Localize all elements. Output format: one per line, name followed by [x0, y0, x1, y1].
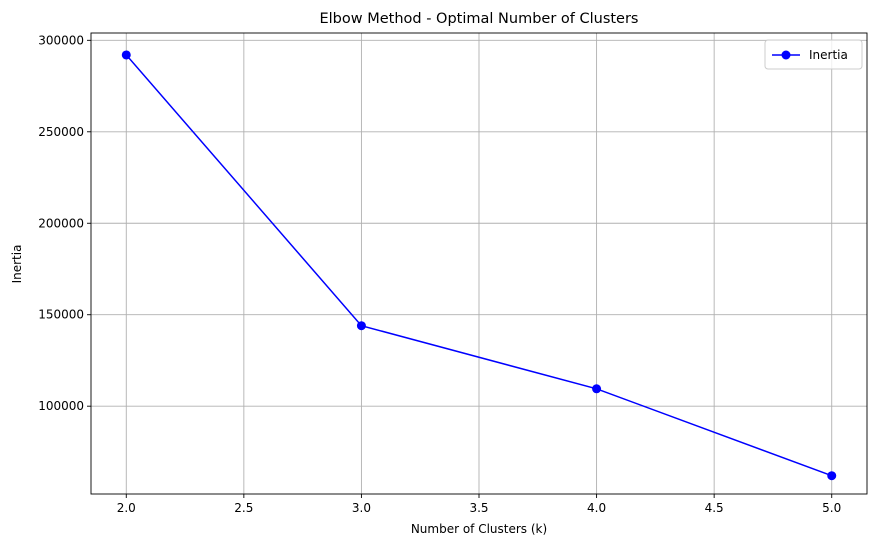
legend-box [764, 39, 863, 70]
data-point-inertia [827, 471, 837, 481]
y-tick-label: 300000 [38, 33, 84, 47]
x-axis-label: Number of Clusters (k) [411, 522, 547, 536]
x-gridlines [125, 33, 833, 494]
chart-title: Elbow Method - Optimal Number of Cluster… [319, 11, 638, 27]
y-gridlines [91, 39, 867, 407]
y-axis-label: Inertia [10, 245, 24, 284]
x-tick-label: 5.0 [822, 501, 841, 515]
legend: Inertia [764, 39, 863, 70]
y-axis-ticks: 100000 150000 200000 250000 300000 [38, 33, 91, 413]
x-axis-ticks: 2.0 2.5 3.0 3.5 4.0 4.5 5.0 [117, 494, 841, 515]
series-layer [121, 50, 837, 481]
x-tick-label: 3.5 [469, 501, 488, 515]
legend-marker-swatch [781, 50, 791, 60]
x-tick-label: 4.5 [705, 501, 724, 515]
y-tick-label: 250000 [38, 125, 84, 139]
legend-label-inertia: Inertia [809, 48, 848, 62]
x-tick-label: 3.0 [352, 501, 371, 515]
data-point-inertia [592, 384, 602, 394]
data-point-inertia [356, 321, 366, 331]
y-tick-label: 100000 [38, 399, 84, 413]
y-tick-label: 150000 [38, 308, 84, 322]
x-tick-label: 2.0 [117, 501, 136, 515]
data-point-inertia [121, 50, 131, 60]
x-tick-label: 2.5 [234, 501, 253, 515]
series-line-inertia [125, 54, 832, 477]
x-tick-label: 4.0 [587, 501, 606, 515]
y-tick-label: 200000 [38, 216, 84, 230]
